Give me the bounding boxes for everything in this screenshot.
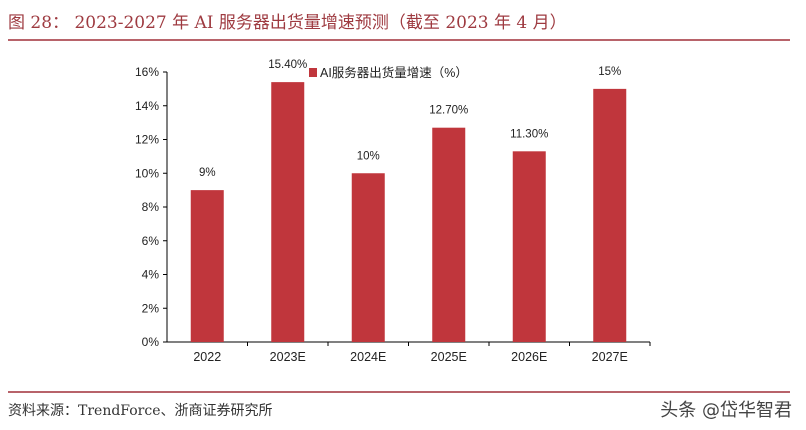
data-label: 10%: [357, 150, 380, 162]
data-label: 15%: [598, 66, 621, 78]
title-divider: [8, 39, 790, 41]
data-label: 15.40%: [268, 59, 307, 71]
footer-divider: [8, 391, 790, 393]
x-tick-label: 2027E: [592, 350, 628, 364]
data-label: 11.30%: [510, 128, 548, 140]
bar-2022: [190, 190, 224, 342]
bar-2027E: [593, 88, 627, 342]
bar-2024E: [351, 173, 385, 342]
y-tick-label: 6%: [142, 234, 160, 248]
x-tick-label: 2023E: [270, 350, 306, 364]
x-tick-label: 2026E: [511, 350, 547, 364]
x-tick-label: 2024E: [350, 350, 386, 364]
data-label: 12.70%: [429, 105, 468, 117]
bar-2023E: [271, 82, 305, 342]
x-tick-label: 2022: [193, 350, 221, 364]
legend-label: AI服务器出货量增速（%）: [320, 65, 468, 80]
watermark: 头条 @岱华智君: [660, 400, 792, 421]
y-tick-label: 12%: [135, 133, 159, 147]
y-tick-label: 4%: [142, 268, 160, 282]
y-tick-label: 0%: [142, 335, 160, 349]
legend-swatch: [309, 68, 317, 77]
y-tick-label: 16%: [135, 65, 159, 79]
y-tick-label: 2%: [142, 301, 160, 315]
figure-title: 图 28： 2023-2027 年 AI 服务器出货量增速预测（截至 2023 …: [8, 13, 567, 33]
x-tick-label: 2025E: [431, 350, 467, 364]
bar-2026E: [512, 151, 546, 342]
data-label: 9%: [199, 167, 216, 179]
y-tick-label: 14%: [135, 99, 159, 113]
y-tick-label: 10%: [135, 166, 159, 180]
y-tick-label: 8%: [142, 200, 160, 214]
source-note: 资料来源：TrendForce、浙商证券研究所: [8, 403, 273, 419]
bar-2025E: [432, 127, 466, 342]
